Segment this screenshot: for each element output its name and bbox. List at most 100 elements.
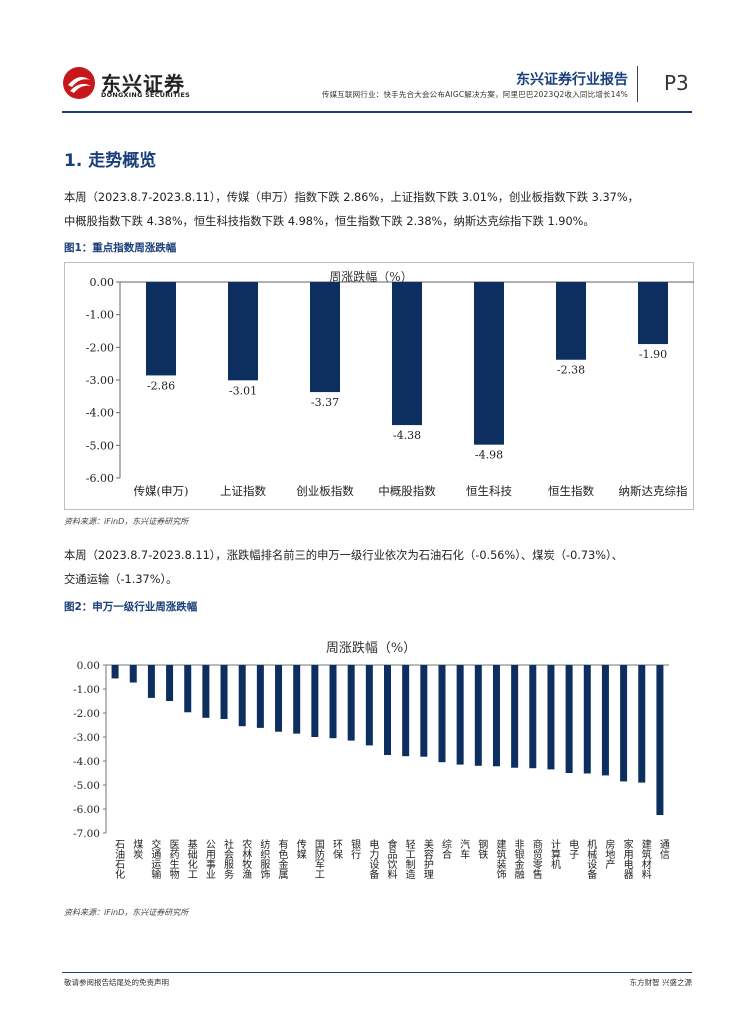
chart2-bar [456,665,464,765]
chart2-category-label: 计算机 [548,838,560,870]
page-number: P3 [664,71,689,95]
chart2-bar [565,665,573,773]
chart1-data-label: -4.98 [475,449,503,462]
chart2-ytick-label: -1.00 [73,684,100,696]
chart2-category-label: 公用事业 [203,839,215,879]
figure2-source: 资料来源：iFinD，东兴证券研究所 [64,908,189,917]
chart2-ytick-label: -3.00 [73,732,100,744]
chart2-category-label: 电力设备 [367,838,379,880]
chart2-ytick-label: -4.00 [73,756,100,768]
chart2-title: 周涨跌幅（%） [326,640,416,656]
report-subtitle: 传媒互联网行业：快手先合大会公布AIGC解决方案，阿里巴巴2023Q2收入同比增… [321,90,628,99]
chart2-ytick-label: -5.00 [73,780,100,792]
summary-paragraph: 本周（2023.8.7-2023.8.11），传媒（申万）指数下跌 2.86%，… [64,186,704,234]
chart1-ytick-label: -5.00 [86,439,114,452]
chart1-bar [474,282,504,445]
chart1-bar [228,282,258,381]
chart2-bar [256,665,264,728]
chart1-data-label: -2.38 [557,364,585,377]
chart2-bar [238,665,246,727]
chart2-bar [384,665,391,755]
chart2-bar [329,665,337,739]
chart1-bar [310,282,340,393]
chart2-category-label: 石油石化 [113,839,125,879]
figure1-title: 图1：重点指数周涨跌幅 [64,242,177,254]
chart2-category-label: 商贸零售 [530,838,542,880]
chart2-bar [656,665,664,815]
chart2-category-label: 国防军工 [312,839,324,879]
chart1-category-label: 恒生科技 [466,484,512,498]
chart2-bar [129,665,137,683]
chart2-ytick-label: -6.00 [73,804,100,816]
chart1-ytick-label: -4.00 [86,407,114,420]
chart2-bar [601,665,609,776]
chart2-category-label: 食品饮料 [385,838,397,880]
figure1-source: 资料来源：iFinD，东兴证券研究所 [64,517,189,526]
footer-rule [62,972,692,973]
chart2-category-label: 建筑材料 [639,838,651,880]
chart2-category-label: 家用电器 [621,838,633,880]
summary-line: 中概股指数下跌 4.38%，恒生科技指数下跌 4.98%，恒生指数下跌 2.38… [64,215,595,228]
chart2-bar [529,665,537,769]
chart2-bar [620,665,628,782]
chart2-bar [347,665,355,741]
chart1-bar [556,282,586,360]
chart2-category-label: 煤炭 [131,838,143,860]
chart2-category-label: 基础化工 [185,838,197,879]
chart2-category-label: 钢铁 [476,838,488,860]
chart2-category-label: 社会服务 [222,838,234,880]
chart2-category-label: 轻工制造 [403,838,415,879]
chart1-data-label: -4.38 [393,429,421,442]
logo-chinese-name: 东兴证券 [101,72,185,96]
header-rule [62,111,692,113]
chart1-category-label: 纳斯达克综指 [619,484,688,498]
chart1-ytick-label: 0.00 [90,276,115,289]
chart2-bar [583,665,591,774]
chart1-ytick-label: -3.00 [86,374,114,387]
chart2-category-label: 银行 [349,838,361,860]
chart2-category-label: 综合 [439,838,451,860]
chart2-bar [202,665,210,718]
chart1-category-label: 传媒(申万) [134,484,189,498]
industry-weekly-change-chart: 周涨跌幅（%） 0.00 -1.00 -2.00 -3.00 -4.00 -5.00 -6.… [73,640,669,880]
chart2-category-label: 非银金融 [512,839,524,880]
chart1-category-label: 中概股指数 [378,484,436,498]
chart2-category-label: 建筑装饰 [494,838,506,880]
industry-paragraph: 本周（2023.8.7-2023.8.11），涨跌幅排名前三的申万一级行业依次为… [64,544,704,592]
chart2-ytick-label: 0.00 [77,660,100,672]
chart1-ytick-label: -1.00 [86,309,114,322]
chart2-bar [311,665,319,737]
industry-line: 本周（2023.8.7-2023.8.11），涨跌幅排名前三的申万一级行业依次为… [64,549,623,562]
chart2-bar [147,665,155,698]
chart2-category-label: 医药生物 [167,839,179,880]
chart2-bar [111,665,119,679]
chart2-category-label: 纺织服饰 [258,838,270,880]
chart2-bar [438,665,446,763]
chart2-bar [492,665,500,767]
chart1-bar [392,282,422,426]
chart1-bar [146,282,176,376]
header-divider [637,66,638,102]
industry-line: 交通运输（-1.37%）。 [64,573,178,586]
chart2-category-label: 环保 [331,839,343,860]
chart2-bar [474,665,482,766]
chart2-category-label: 房地产 [603,838,615,870]
section-title: 1. 走势概览 [64,151,157,171]
chart2-bar [220,665,228,719]
chart1-data-label: -2.86 [147,379,175,392]
chart2-category-label: 农林牧渔 [240,838,252,880]
chart2-bar [402,665,410,757]
chart2-bar [511,665,519,768]
chart2-category-label: 机械设备 [585,838,597,880]
chart2-category-label: 有色金属 [276,838,288,880]
logo-english-name: DONGXING SECURITIES [101,91,191,99]
footer-slogan: 东方财智 兴盛之源 [629,978,692,987]
footer-disclaimer: 敬请参阅报告结尾处的免责声明 [64,978,169,987]
chart2-ytick-label: -2.00 [73,708,100,720]
dongxing-logo-icon [63,67,95,99]
chart2-bar [547,665,555,770]
chart2-ytick-label: -7.00 [73,828,100,840]
chart1-data-label: -1.90 [639,348,667,361]
chart2-category-label: 汽车 [458,838,470,860]
chart1-data-label: -3.01 [229,384,257,397]
